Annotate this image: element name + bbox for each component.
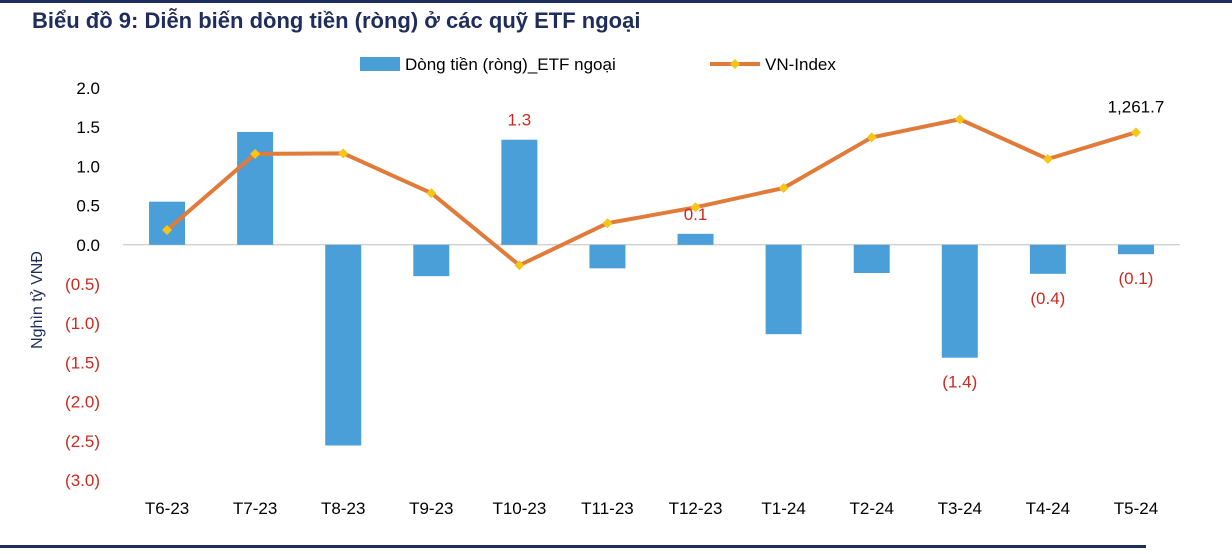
legend-line-marker bbox=[730, 59, 740, 69]
y-tick-label: (2.0) bbox=[65, 393, 100, 412]
vnindex-point-T1-24 bbox=[778, 182, 789, 193]
y-tick-label: (1.0) bbox=[65, 314, 100, 333]
y-axis-title: Nghìn tỷ VNĐ bbox=[29, 251, 46, 349]
x-tick-label: T11-23 bbox=[581, 499, 634, 518]
y-tick-label: 0.0 bbox=[76, 236, 100, 255]
x-tick-label: T1-24 bbox=[761, 499, 805, 518]
bar-T11-23 bbox=[589, 244, 626, 269]
bar-T7-23 bbox=[237, 131, 274, 245]
chart-title: Biểu đồ 9: Diễn biến dòng tiền (ròng) ở … bbox=[32, 8, 641, 33]
legend-line-label: VN-Index bbox=[765, 55, 836, 74]
bar-data-label: (1.4) bbox=[942, 373, 977, 392]
top-rule bbox=[0, 0, 1232, 3]
bar-T9-23 bbox=[413, 244, 450, 277]
vnindex-point-T7-23 bbox=[250, 148, 261, 159]
x-tick-label: T6-23 bbox=[145, 499, 189, 518]
y-tick-label: 1.0 bbox=[76, 157, 100, 176]
bar-series bbox=[149, 131, 1154, 446]
x-tick-label: T7-23 bbox=[233, 499, 277, 518]
y-tick-label: 1.5 bbox=[76, 118, 100, 137]
y-tick-label: (1.5) bbox=[65, 353, 100, 372]
legend-bar-swatch bbox=[360, 57, 400, 71]
x-tick-label: T4-24 bbox=[1026, 499, 1070, 518]
y-axis-ticks: 2.0 1.5 1.0 0.5 0.0 (0.5) (1.0) (1.5) (2.0) (2.5)… bbox=[65, 79, 100, 490]
legend: Dòng tiền (ròng)_ETF ngoại VN-Index bbox=[360, 55, 836, 74]
bar-T12-23 bbox=[677, 233, 714, 245]
vnindex-point-T12-23 bbox=[690, 202, 701, 213]
y-tick-label: (2.5) bbox=[65, 432, 100, 451]
x-tick-label: T8-23 bbox=[321, 499, 365, 518]
x-tick-label: T3-24 bbox=[938, 499, 982, 518]
bar-T10-23 bbox=[501, 139, 538, 245]
y-tick-label: 2.0 bbox=[76, 79, 100, 98]
bar-T2-24 bbox=[853, 244, 890, 274]
vnindex-point-T10-23 bbox=[514, 260, 525, 271]
line-series bbox=[162, 114, 1141, 271]
vnindex-point-T3-24 bbox=[954, 114, 965, 125]
bar-data-label: 1.3 bbox=[508, 111, 532, 130]
vnindex-line bbox=[165, 117, 1137, 268]
vnindex-point-T8-23 bbox=[338, 148, 349, 159]
vnindex-point-T9-23 bbox=[426, 188, 437, 199]
bar-T3-24 bbox=[941, 244, 978, 358]
vnindex-point-T2-24 bbox=[866, 132, 877, 143]
y-tick-label: (0.5) bbox=[65, 275, 100, 294]
x-tick-label: T10-23 bbox=[492, 499, 546, 518]
bar-T4-24 bbox=[1029, 244, 1066, 274]
bar-data-label: (0.1) bbox=[1118, 269, 1153, 288]
bar-data-label: 0.1 bbox=[684, 205, 708, 224]
vnindex-point-T4-24 bbox=[1042, 154, 1053, 165]
x-tick-label: T5-24 bbox=[1114, 499, 1158, 518]
bar-data-label: (0.4) bbox=[1030, 289, 1065, 308]
x-axis-ticks: T6-23 T7-23 T8-23 T9-23 T10-23 T11-23 T12-23 T1… bbox=[145, 499, 1158, 518]
vnindex-point-T6-23 bbox=[162, 225, 173, 236]
bar-T1-24 bbox=[765, 244, 802, 335]
y-tick-label: 0.5 bbox=[76, 197, 100, 216]
y-tick-label: (3.0) bbox=[65, 471, 100, 490]
bottom-rule bbox=[0, 545, 1146, 548]
line-data-label: 1,261.7 bbox=[1108, 97, 1165, 116]
x-tick-label: T9-23 bbox=[409, 499, 453, 518]
vnindex-point-T5-24 bbox=[1130, 127, 1141, 138]
bar-T5-24 bbox=[1117, 244, 1154, 255]
x-tick-label: T12-23 bbox=[669, 499, 723, 518]
bar-T8-23 bbox=[325, 244, 362, 446]
x-tick-label: T2-24 bbox=[849, 499, 893, 518]
legend-bar-label: Dòng tiền (ròng)_ETF ngoại bbox=[405, 55, 616, 74]
bar-T6-23 bbox=[149, 201, 186, 245]
data-labels: 1.3 0.1 (1.4) (0.4) (0.1) 1,261.7 bbox=[508, 97, 1165, 391]
vnindex-point-T11-23 bbox=[602, 218, 613, 229]
